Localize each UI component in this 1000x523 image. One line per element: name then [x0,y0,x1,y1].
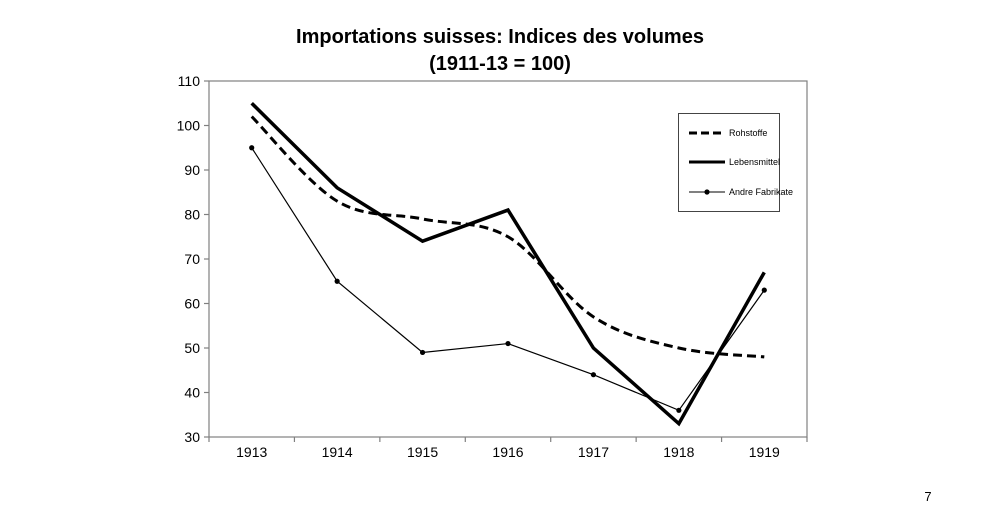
y-axis-label: 40 [184,385,200,401]
x-axis-label: 1917 [578,444,609,460]
x-axis-label: 1914 [322,444,353,460]
series-line-rohstoffe [250,115,765,359]
y-axis-label: 70 [184,251,200,267]
y-axis-label: 110 [178,73,201,89]
x-axis-label: 1913 [236,444,267,460]
series-marker-andre-fabrikate [676,407,682,413]
chart-title-line2: (1911-13 = 100) [429,53,571,75]
series-marker-andre-fabrikate [590,372,597,378]
x-axis-label: 1915 [407,444,438,460]
y-axis-label: 30 [184,429,200,445]
x-axis-label: 1919 [749,444,780,460]
legend-label-rohstoffe: Rohstoffe [729,127,768,138]
marker-line-icon [689,189,725,195]
y-axis-label: 50 [184,340,200,356]
chart-title: Importations suisses: Indices des volume… [0,24,1000,78]
legend-item-andre-fabrikate: Andre Fabrikate [688,187,793,197]
legend-label-andre-fabrikate: Andre Fabrikate [729,187,794,198]
series-marker-andre-fabrikate [505,340,511,347]
legend-item-lebensmittel: Lebensmittel [688,157,781,168]
y-axis-label: 100 [177,118,201,134]
chart-title-line1: Importations suisses: Indices des volume… [296,26,704,48]
series-marker-andre-fabrikate [249,145,255,151]
chart-legend: Rohstoffe Lebensmittel Andre Fabrikate [678,113,793,212]
x-axis-label: 1916 [492,444,523,460]
series-marker-andre-fabrikate [334,278,340,284]
x-axis-label: 1918 [663,444,694,460]
series-marker-andre-fabrikate [761,287,767,293]
legend-label-lebensmittel: Lebensmittel [729,157,781,168]
solid-line-icon [689,160,725,164]
page-number: 7 [924,489,932,504]
series-line-lebensmittel [250,102,766,427]
series-marker-andre-fabrikate [419,349,426,356]
legend-item-rohstoffe: Rohstoffe [688,128,779,138]
dashed-line-icon [689,131,725,135]
y-axis-label: 60 [184,296,200,312]
y-axis-label: 80 [184,207,200,223]
y-axis-label: 90 [184,162,200,178]
